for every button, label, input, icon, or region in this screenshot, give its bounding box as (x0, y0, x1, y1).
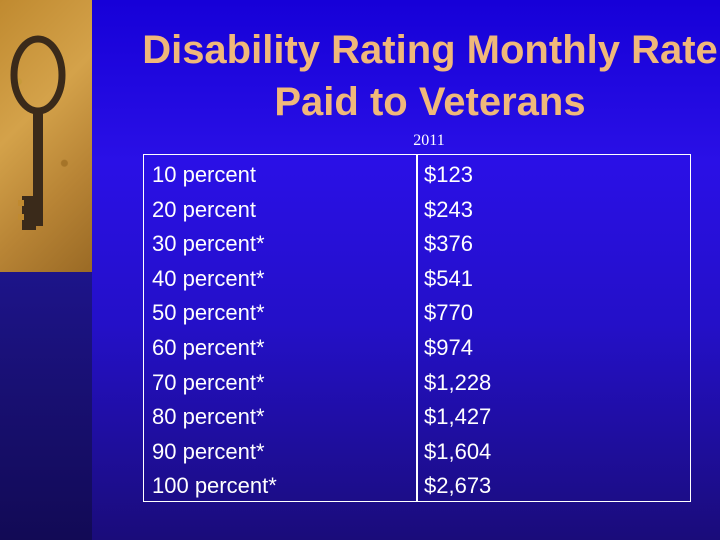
rating-cell: 50 percent* (152, 300, 265, 326)
page-title: Disability Rating Monthly Rate Paid to V… (142, 28, 718, 124)
rating-cell: 30 percent* (152, 231, 265, 257)
column-divider (416, 154, 418, 502)
year-label: 2011 (413, 132, 445, 149)
rating-cell: 40 percent* (152, 265, 265, 291)
amount-cell: $770 (424, 300, 473, 326)
amount-cell: $541 (424, 265, 473, 291)
rating-cell: 60 percent* (152, 334, 265, 360)
rating-cell: 80 percent* (152, 404, 265, 430)
amount-cell: $123 (424, 162, 473, 187)
rating-cell: 10 percent (152, 162, 256, 187)
rating-cell: 70 percent* (152, 369, 265, 395)
amount-cell: $974 (424, 334, 473, 360)
amount-cell: $376 (424, 231, 473, 257)
key-image (0, 0, 92, 272)
amount-cell: $1,427 (424, 404, 492, 430)
rating-cell: 90 percent* (152, 438, 265, 464)
amount-cell: $1,604 (424, 438, 492, 464)
key-icon (10, 35, 66, 230)
amount-cell: $2,673 (424, 473, 492, 499)
amount-cell: $1,228 (424, 369, 492, 395)
rating-cell: 100 percent* (152, 473, 277, 499)
amount-column: $123 $243 $376 $541 $770 $974 $1,228 $1,… (424, 158, 491, 504)
rating-column: 10 percent 20 percent 30 percent* 40 per… (152, 158, 277, 504)
amount-cell: $243 (424, 196, 473, 222)
rating-cell: 20 percent (152, 196, 256, 222)
